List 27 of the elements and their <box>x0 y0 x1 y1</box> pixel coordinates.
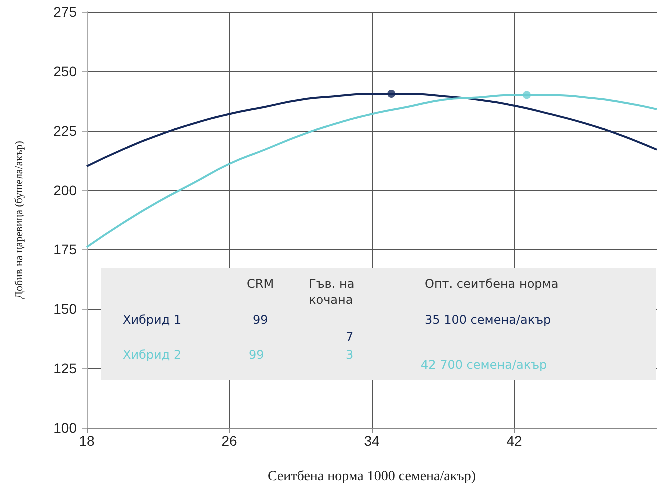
text: Хибрид 2 <box>123 348 182 362</box>
annotation: 35 100 семена/акър <box>425 312 552 328</box>
line-series <box>86 93 658 168</box>
x-tick-label: 42 <box>506 433 522 449</box>
y-tick-label: 200 <box>54 182 78 198</box>
y-tick-label: 225 <box>54 122 78 139</box>
annotation: Опт. сеитбена норма <box>425 276 559 292</box>
y-axis-title: Добив на царевица (бушела/акър) <box>14 140 26 299</box>
x-tick-label: 34 <box>364 433 380 449</box>
annotation: 7 <box>346 329 354 345</box>
y-tick-label: 175 <box>54 242 78 258</box>
y-tick-label: 250 <box>54 63 78 80</box>
annotation: 99 <box>253 312 268 328</box>
x-tick-label: 18 <box>79 433 95 449</box>
annotation: 42 700 семена/акър <box>421 357 548 373</box>
y-tick-label: 150 <box>54 301 78 318</box>
annotation: CRM <box>247 276 274 292</box>
y-tick-label: 100 <box>54 420 78 436</box>
y-tick-label: 125 <box>54 360 78 377</box>
y-tick-label: 275 <box>54 4 78 20</box>
x-axis-title: Сеитбена норма 1000 семена/акър) <box>268 470 476 484</box>
text: Хибрид 1 <box>123 313 182 327</box>
line-series <box>86 94 658 248</box>
x-tick-label: 26 <box>222 433 238 449</box>
annotation: 3 <box>346 347 354 363</box>
annotation: 99 <box>249 347 264 363</box>
annotation: Гъв. на кочана <box>309 276 355 308</box>
